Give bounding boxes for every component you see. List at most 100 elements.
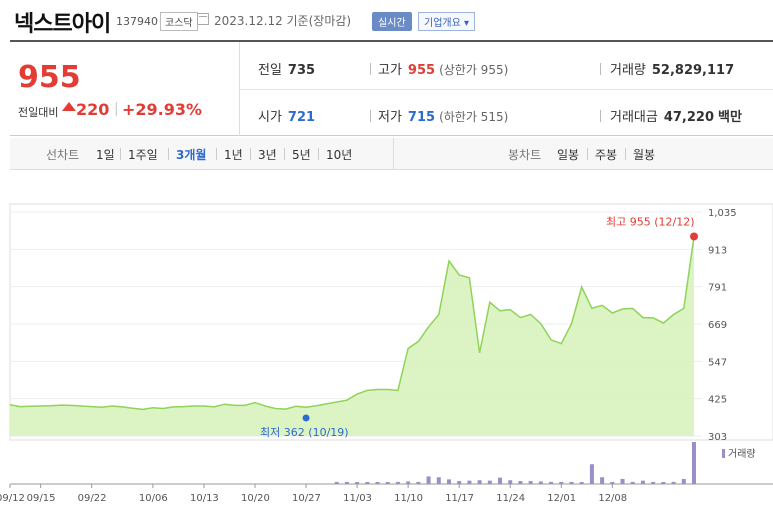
x-tick-label: 10/06 (139, 493, 168, 504)
y-tick-label: 425 (708, 395, 727, 406)
volume-bar (426, 476, 431, 484)
max-point-marker (690, 232, 698, 241)
open-value: 721 (287, 110, 316, 125)
x-tick-label: 09/15 (27, 493, 56, 504)
candle-daily[interactable]: 일봉 (557, 148, 580, 162)
amount-value: 47,220 (663, 110, 715, 125)
x-tick-label: 12/08 (598, 493, 627, 504)
volume-bar (671, 481, 676, 484)
line-chart-label: 선차트 (46, 148, 80, 162)
volume-bar (589, 464, 594, 484)
period-10y[interactable]: 10년 (326, 148, 353, 162)
volume-bar (365, 482, 370, 484)
volume-bar (661, 482, 666, 484)
period-3y[interactable]: 3년 (258, 148, 277, 162)
stock-header: 넥스트아이 137940 코스닥 2023.12.12 기준(장마감) 실시간 … (0, 0, 773, 40)
volume-bar (528, 481, 533, 484)
candle-chart-label: 봉차트 (508, 148, 542, 162)
volume-bar (692, 442, 696, 484)
x-tick-label: 10/20 (241, 493, 270, 504)
current-price: 955 (18, 60, 81, 95)
volume-bar (436, 477, 441, 484)
y-tick-label: 669 (708, 320, 727, 331)
candle-weekly[interactable]: 주봉 (595, 148, 618, 162)
volume-bar (508, 480, 513, 484)
period-3m[interactable]: 3개월 (176, 148, 207, 162)
volume-bar (610, 482, 615, 484)
price-line (9, 236, 695, 411)
min-price-label: 최저 362 (10/19) (260, 426, 349, 439)
x-tick-label: 11/24 (496, 493, 525, 504)
period-1d[interactable]: 1일 (96, 148, 115, 162)
candle-monthly[interactable]: 월봉 (633, 148, 656, 162)
max-price-label: 최고 955 (12/12) (606, 215, 695, 228)
volume-bar (416, 481, 421, 484)
period-5y[interactable]: 5년 (292, 148, 311, 162)
open-cell: 시가 721 (258, 110, 316, 125)
volume-bar (334, 481, 339, 484)
y-tick-label: 1,035 (708, 208, 737, 219)
x-tick-label: 10/27 (292, 493, 321, 504)
volume-bar (538, 481, 543, 484)
volume-bar (681, 478, 686, 484)
volume-bar (446, 479, 451, 484)
volume-bar (355, 482, 360, 484)
low-cell: 저가 715 (하한가 515) (378, 110, 509, 125)
base-date: 2023.12.12 기준(장마감) (214, 14, 352, 28)
volume-bar (620, 478, 625, 484)
period-1w[interactable]: 1주일 (128, 148, 158, 162)
volume-cell: 거래량 52,829,117 (610, 63, 735, 78)
volume-bar (375, 482, 380, 484)
x-tick-label: 10/13 (190, 493, 219, 504)
y-tick-label: 913 (708, 245, 727, 256)
change-value: 220 (76, 100, 110, 119)
up-arrow-icon (62, 102, 76, 111)
prev-close-value: 735 (287, 63, 316, 78)
y-tick-label: 547 (708, 357, 727, 368)
volume-bar (569, 481, 574, 484)
change-label: 전일대비 (18, 106, 59, 119)
period-1y[interactable]: 1년 (224, 148, 243, 162)
company-info-dropdown[interactable]: 기업개요 ▾ (418, 12, 475, 31)
volume-value: 52,829,117 (651, 63, 735, 78)
min-point-marker (302, 414, 310, 422)
high-cell: 고가 955 (상한가 955) (378, 63, 509, 78)
period-toolbar: 선차트 1일 1주일 3개월 1년 3년 5년 10년 봉차트 일봉 주봉 월봉 (10, 138, 773, 170)
volume-bar (579, 482, 584, 484)
volume-bar (651, 481, 656, 484)
volume-bar (395, 481, 400, 484)
low-value: 715 (407, 110, 436, 125)
volume-legend-label: 거래량 (728, 448, 756, 460)
volume-legend-swatch (722, 449, 725, 458)
calendar-icon (197, 13, 209, 25)
realtime-button[interactable]: 실시간 (372, 12, 412, 31)
x-tick-label: 09/12 (0, 493, 25, 504)
volume-bar (385, 482, 390, 484)
amount-cell: 거래대금 47,220 백만 (610, 110, 742, 125)
stock-code: 137940 (116, 15, 158, 28)
volume-bar (518, 481, 523, 484)
volume-bar (457, 481, 462, 484)
x-tick-label: 12/01 (547, 493, 576, 504)
volume-bar (477, 480, 482, 484)
volume-bar (640, 480, 645, 484)
quote-panel: 955 전일대비 220 | +29.93% 전일 735 고가 955 (상한가 9… (10, 40, 773, 136)
company-name: 넥스트아이 (14, 12, 111, 37)
current-price-box: 955 전일대비 220 | +29.93% (10, 42, 240, 136)
high-value: 955 (407, 63, 436, 78)
volume-bar (344, 481, 349, 484)
change-rate: +29.93% (122, 100, 203, 119)
volume-bar (406, 481, 411, 484)
volume-bar (549, 481, 554, 484)
x-tick-label: 09/22 (78, 493, 107, 504)
x-tick-label: 11/17 (445, 493, 474, 504)
volume-bar (600, 477, 605, 484)
chart-frame (9, 203, 773, 441)
volume-bar (498, 477, 503, 484)
volume-bar (487, 480, 492, 484)
prev-close-cell: 전일 735 (258, 63, 316, 78)
volume-bar (559, 482, 564, 484)
y-tick-label: 303 (708, 432, 727, 443)
x-tick-label: 11/10 (394, 493, 423, 504)
